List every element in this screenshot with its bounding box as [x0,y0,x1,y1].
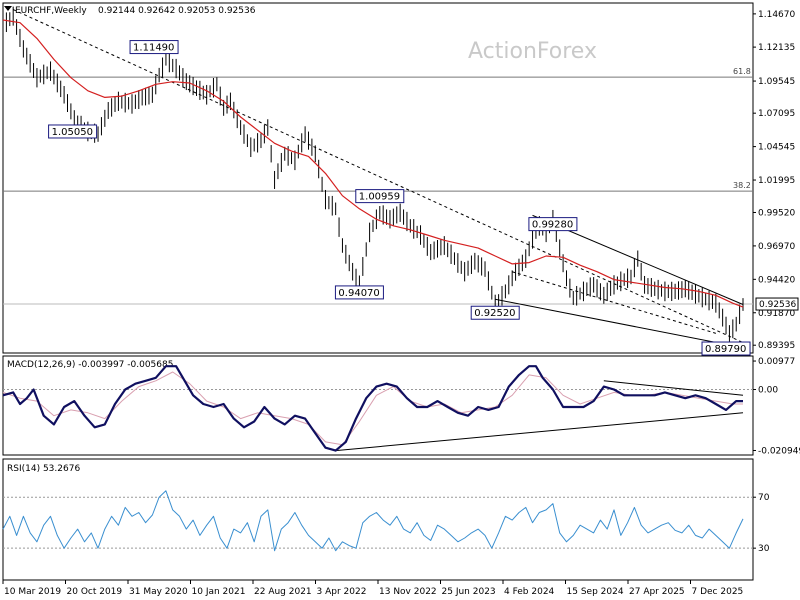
price-annotation-label: 0.92520 [474,308,515,319]
y-tick-label: 1.07095 [758,109,795,119]
price-annotation-box [129,40,179,55]
x-tick-label: 7 Dec 2025 [692,587,744,597]
trendline [12,9,744,343]
price-annotation-box [528,217,578,232]
x-tick-label: 27 Apr 2025 [629,587,685,597]
y-tick-label: 1.04545 [758,143,795,153]
rsi-title: RSI(14) 53.2676 [7,464,80,474]
y-tick-label: 1.14670 [758,10,795,20]
price-annotation-label: 0.89790 [705,344,746,355]
macd-trendline [335,412,744,452]
y-tick-label: -0.020949 [758,446,800,456]
x-tick-label: 15 Sep 2024 [567,587,624,597]
x-tick-label: 10 Mar 2019 [4,587,61,597]
y-tick-label: 0.00 [758,385,778,395]
price-frame [2,2,754,354]
current-price-box [755,297,799,311]
macd-panel: MACD(12,26,9) -0.003997 -0.005685 0.00977… [2,357,800,456]
dropdown-arrow-icon[interactable] [4,6,12,11]
rsi-frame [2,458,754,581]
fib-label: 61.8 [733,67,751,76]
y-tick-label: 70 [758,493,770,503]
fib-label: 38.2 [733,181,751,190]
price-annotation-box [334,285,384,300]
y-tick-label: 0.89395 [758,341,795,351]
trendline [495,298,744,349]
y-tick-label: 0.96970 [758,242,795,252]
y-tick-label: 0.99520 [758,208,795,218]
price-annotation-box [470,305,520,320]
rsi-line [2,490,744,552]
price-annotation-label: 1.00959 [359,192,400,203]
y-tick-label: 1.09545 [758,77,795,87]
price-annotation-box [701,341,751,356]
x-tick-label: 13 Nov 2022 [379,587,437,597]
current-price-label: 0.92536 [759,300,796,310]
ohlc-values: 0.92144 0.92642 0.92053 0.92536 [98,6,256,16]
y-tick-label: 1.01995 [758,176,795,186]
watermark: ActionForex [468,39,597,64]
price-annotation-box [48,124,98,139]
x-tick-label: 4 Feb 2024 [504,587,555,597]
y-tick-label: 1.12135 [758,43,795,53]
x-tick-label: 31 May 2020 [129,587,188,597]
x-axis: 10 Mar 2019 20 Oct 2019 31 May 2020 10 Jan … [2,580,744,597]
price-annotation-box [355,189,405,204]
x-tick-label: 3 Apr 2022 [317,587,367,597]
y-tick-label: 30 [758,544,770,554]
price-annotation-label: 1.11490 [133,43,174,54]
y-tick-label: 0.91870 [758,309,795,319]
price-annotation-label: 0.99280 [532,220,573,231]
x-tick-label: 22 Aug 2021 [254,587,312,597]
macd-trendline [603,380,744,396]
macd-title: MACD(12,26,9) -0.003997 -0.005685 [7,360,173,370]
chart-header: EURCHF,Weekly 0.92144 0.92642 0.92053 0.… [4,6,256,16]
price-annotation-label: 0.94070 [338,288,379,299]
macd-frame [2,355,754,456]
price-annotation-label: 1.05050 [52,127,93,138]
x-tick-label: 10 Jan 2021 [192,587,246,597]
moving-average-line [2,19,744,308]
y-tick-label: 0.00977 [758,357,795,367]
rsi-panel: RSI(14) 53.2676 70 30 [2,464,770,554]
x-tick-label: 25 Jun 2023 [442,587,496,597]
price-panel: 1.14670 1.12135 1.09545 1.07095 1.04545 1.019… [2,6,799,356]
macd-line [2,365,743,452]
y-tick-label: 0.94420 [758,275,795,285]
x-tick-label: 20 Oct 2019 [67,587,123,597]
instrument-label: EURCHF,Weekly [15,6,87,16]
